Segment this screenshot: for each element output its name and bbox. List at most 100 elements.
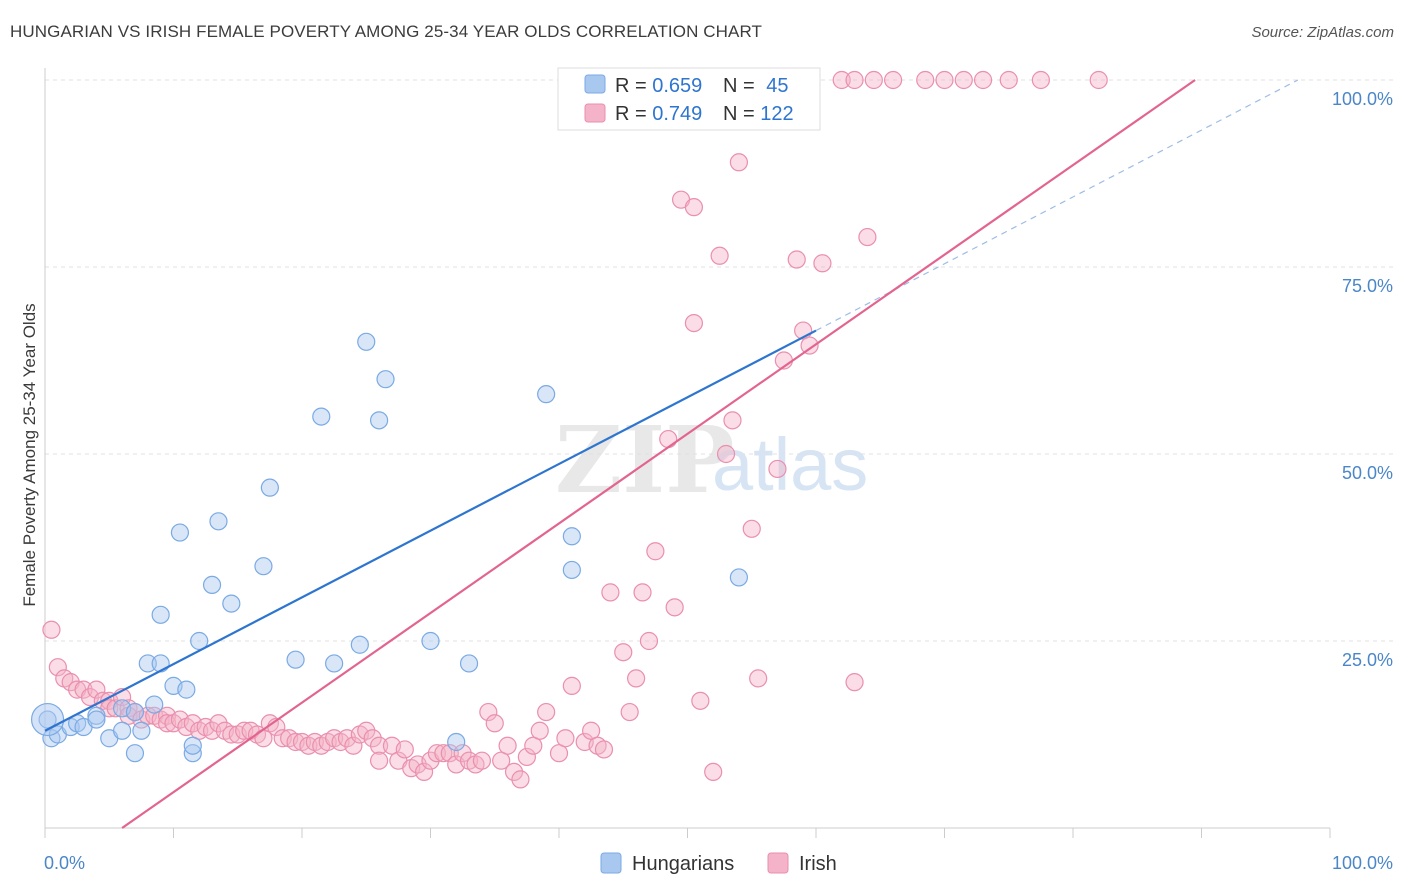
irish-point bbox=[202, 721, 222, 740]
correlation-legend: R = 0.659 N = 45 R = 0.749 N = 122 bbox=[557, 67, 821, 131]
irish-point bbox=[395, 740, 414, 759]
hungarian-point bbox=[376, 370, 395, 389]
watermark-atlas: atlas bbox=[712, 423, 868, 506]
irish-point bbox=[691, 691, 710, 710]
hungarian-point bbox=[202, 575, 222, 595]
legend-n-value-2: 122 bbox=[760, 103, 793, 125]
irish-point bbox=[845, 70, 864, 90]
hungarian-point bbox=[562, 560, 581, 580]
irish-point bbox=[414, 762, 434, 782]
hungarian-point bbox=[254, 557, 273, 576]
hungarian-point bbox=[350, 635, 369, 654]
irish-point bbox=[768, 459, 787, 479]
irish-point bbox=[684, 314, 704, 333]
irish-point bbox=[556, 729, 575, 748]
watermark-zip: ZIP bbox=[555, 406, 734, 514]
irish-point bbox=[845, 673, 864, 692]
irish-point bbox=[710, 246, 729, 265]
hungarian-point bbox=[125, 744, 145, 763]
hungarian-point bbox=[132, 721, 151, 740]
irish-point bbox=[511, 770, 530, 789]
irish-point bbox=[659, 429, 678, 449]
svg-text:N = 122: N = 122 bbox=[723, 103, 794, 125]
hungarian-point-cluster bbox=[30, 702, 65, 737]
irish-point bbox=[614, 643, 633, 662]
irish-point bbox=[453, 744, 472, 763]
hungarian-point bbox=[286, 650, 305, 669]
y-tick-label: 50.0% bbox=[1342, 463, 1393, 483]
irish-point bbox=[549, 744, 569, 763]
irish-point bbox=[800, 336, 819, 355]
irish-point bbox=[209, 714, 228, 733]
hungarian-point bbox=[145, 695, 164, 714]
y-tick-label: 75.0% bbox=[1342, 276, 1393, 296]
svg-text:R = 0.659: R = 0.659 bbox=[615, 75, 702, 97]
series-legend-label-hungarians: Hungarians bbox=[632, 853, 734, 875]
irish-point bbox=[639, 631, 659, 651]
hungarian-point bbox=[357, 332, 376, 351]
irish-point bbox=[1031, 70, 1050, 90]
hungarian-point bbox=[125, 702, 145, 722]
irish-point bbox=[517, 747, 536, 767]
legend-r-value-1: 0.659 bbox=[652, 75, 702, 97]
irish-point bbox=[537, 702, 556, 722]
legend-r-value-2: 0.749 bbox=[652, 103, 702, 125]
irish-point bbox=[742, 519, 761, 538]
hungarian-point bbox=[370, 411, 389, 430]
irish-point bbox=[749, 669, 768, 688]
irish-point bbox=[916, 70, 935, 90]
irish-point bbox=[883, 70, 903, 90]
y-tick-label: 100.0% bbox=[1332, 89, 1393, 109]
irish-point bbox=[74, 680, 93, 699]
irish-point bbox=[723, 411, 742, 430]
irish-point bbox=[472, 751, 491, 770]
irish-point bbox=[594, 740, 614, 759]
hungarian-point bbox=[421, 631, 440, 651]
irish-point bbox=[665, 598, 684, 617]
hungarian-point bbox=[729, 568, 749, 587]
legend-n-value-1: 45 bbox=[766, 75, 788, 97]
irish-point bbox=[498, 736, 517, 755]
hungarian-point bbox=[209, 512, 228, 531]
svg-text:N = 45: N = 45 bbox=[723, 75, 789, 97]
hungarian-point bbox=[183, 736, 202, 755]
svg-text:R = 0.749: R = 0.749 bbox=[615, 103, 702, 125]
hungarian-point bbox=[151, 605, 170, 624]
hungarian-point bbox=[170, 523, 190, 542]
irish-point bbox=[562, 676, 581, 695]
irish-point bbox=[813, 254, 832, 273]
hungarian-point bbox=[325, 654, 344, 673]
irish-point bbox=[434, 744, 453, 763]
irish-point bbox=[973, 70, 993, 90]
legend-n-label-2: N = bbox=[723, 103, 760, 125]
irish-point bbox=[524, 736, 543, 755]
hungarian-point bbox=[312, 407, 331, 426]
irish-point bbox=[530, 721, 549, 740]
irish-point bbox=[42, 620, 61, 639]
hungarian-point bbox=[151, 654, 170, 673]
irish-point bbox=[935, 70, 954, 90]
irish-point bbox=[729, 153, 749, 172]
hungarian-point bbox=[222, 594, 241, 613]
hungarian-point bbox=[177, 680, 196, 699]
legend-r-label-1: R = bbox=[615, 75, 652, 97]
legend-r-label-2: R = bbox=[615, 103, 652, 125]
series-legend-swatch-hungarians bbox=[600, 852, 622, 874]
irish-point bbox=[344, 736, 363, 755]
irish-point bbox=[48, 658, 67, 677]
irish-point bbox=[363, 729, 382, 748]
hungarian-point bbox=[459, 654, 479, 673]
irish-point bbox=[684, 198, 704, 217]
hungarian-point bbox=[562, 527, 581, 546]
legend-swatch-irish bbox=[584, 103, 606, 123]
irish-point bbox=[485, 714, 504, 733]
series-legend: Hungarians Irish bbox=[600, 852, 837, 875]
irish-point bbox=[1089, 70, 1108, 90]
irish-trend-line bbox=[121, 79, 1196, 829]
chart-source: Source: ZipAtlas.com bbox=[1251, 24, 1394, 41]
irish-point bbox=[582, 721, 601, 740]
irish-point bbox=[716, 444, 736, 464]
hungarian-point bbox=[537, 385, 556, 404]
irish-point bbox=[620, 702, 639, 722]
y-axis-title: Female Poverty Among 25-34 Year Olds bbox=[20, 303, 39, 606]
